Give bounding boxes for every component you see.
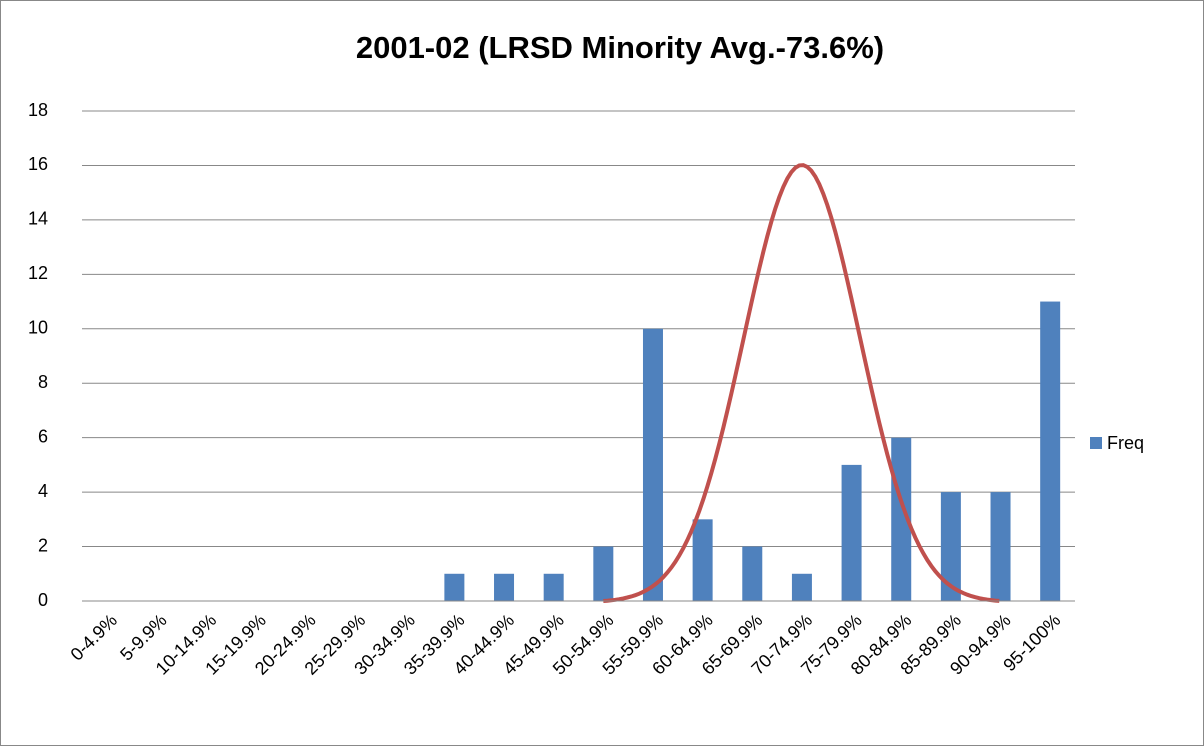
bar bbox=[891, 437, 912, 601]
y-tick-label: 0 bbox=[38, 590, 48, 610]
normal-curve bbox=[603, 163, 1000, 603]
bar bbox=[742, 546, 763, 601]
bar bbox=[1040, 301, 1061, 601]
bar bbox=[990, 492, 1011, 601]
chart-title: 2001-02 (LRSD Minority Avg.-73.6%) bbox=[356, 30, 884, 65]
bar bbox=[940, 492, 961, 601]
y-tick-label: 16 bbox=[28, 154, 48, 174]
y-tick-label: 6 bbox=[38, 426, 48, 446]
y-tick-label: 8 bbox=[38, 372, 48, 392]
bar bbox=[791, 573, 812, 601]
y-tick-label: 2 bbox=[38, 535, 48, 555]
y-tick-label: 18 bbox=[28, 100, 48, 120]
bar bbox=[543, 573, 564, 601]
bar bbox=[692, 519, 713, 601]
legend-label: Freq bbox=[1107, 433, 1144, 453]
y-tick-label: 12 bbox=[28, 263, 48, 283]
bar bbox=[841, 464, 862, 601]
y-tick-label: 14 bbox=[28, 209, 48, 229]
bar bbox=[444, 573, 465, 601]
y-tick-label: 10 bbox=[28, 318, 48, 338]
legend-swatch bbox=[1090, 437, 1102, 449]
bar bbox=[494, 573, 515, 601]
bar bbox=[642, 328, 663, 601]
y-tick-label: 4 bbox=[38, 481, 48, 501]
bar bbox=[593, 546, 614, 601]
